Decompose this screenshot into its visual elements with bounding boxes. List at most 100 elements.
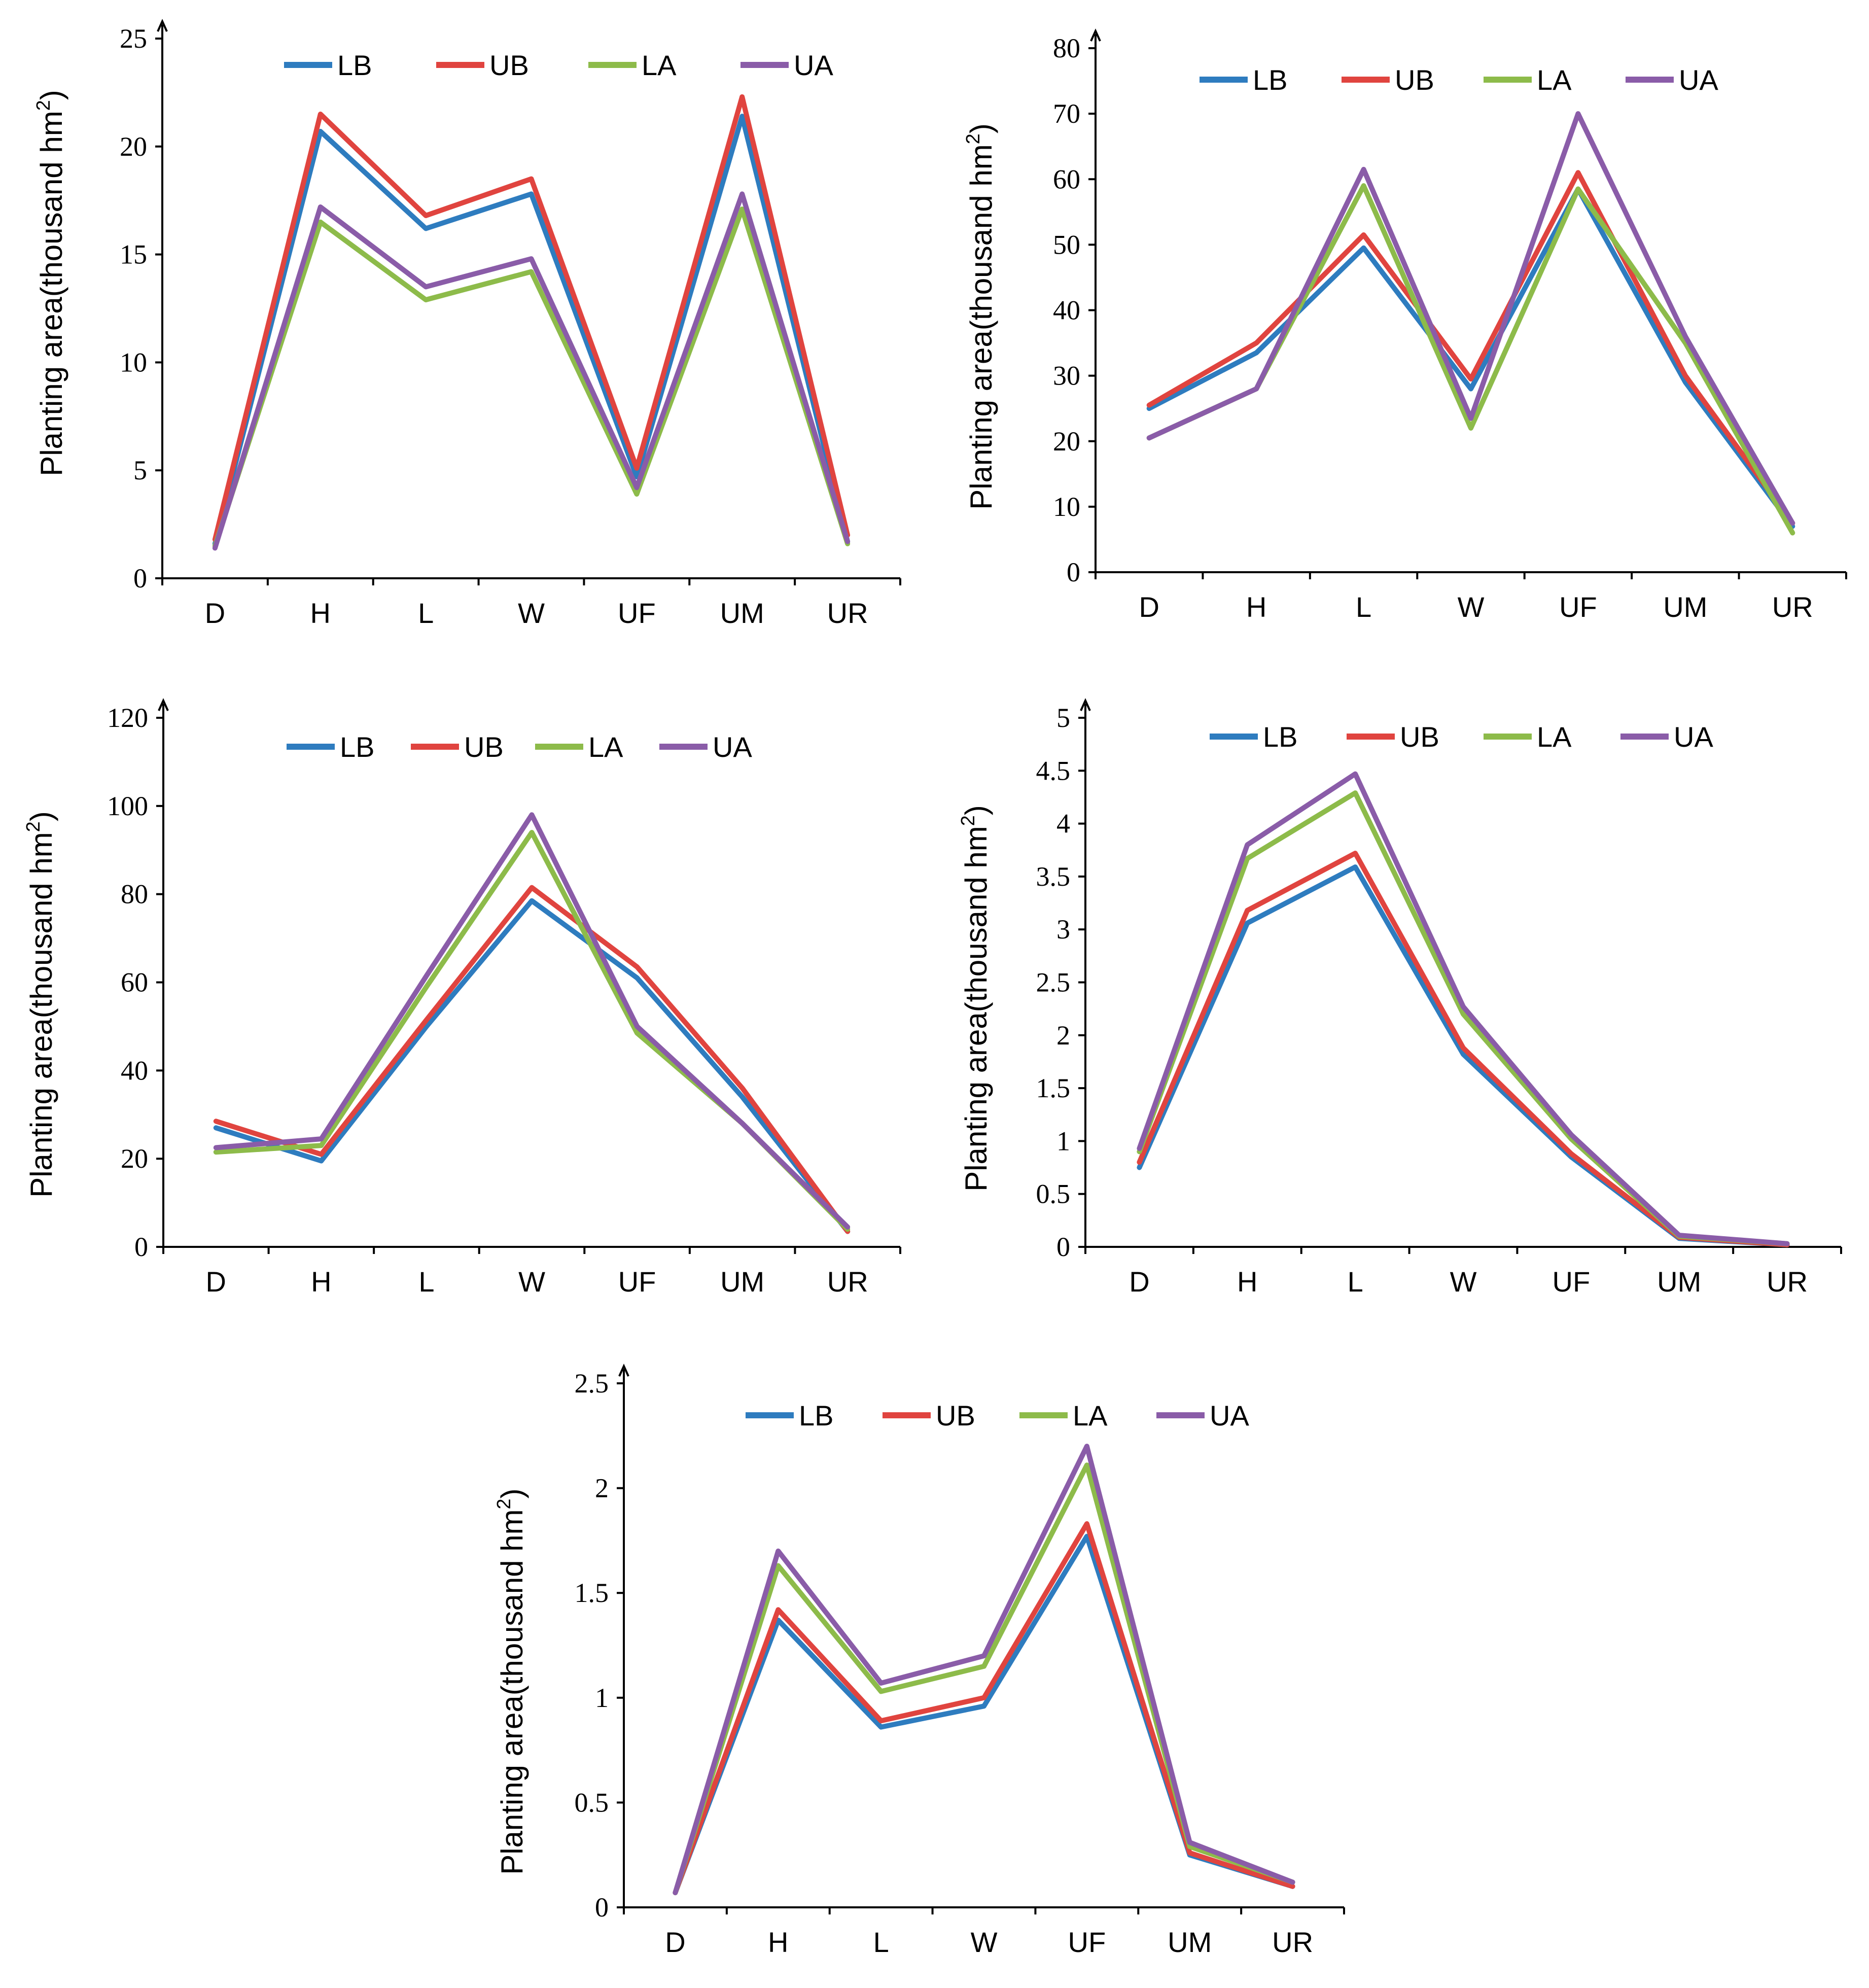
legend-label-ub: UB <box>936 1400 975 1432</box>
legend-label-ub: UB <box>464 731 504 763</box>
legend-label-lb: LB <box>1253 64 1288 96</box>
legend-label-lb: LB <box>799 1400 834 1432</box>
x-tick-label: H <box>1246 591 1266 623</box>
y-tick-label: 20 <box>1053 426 1080 457</box>
y-tick-label: 5 <box>133 455 147 485</box>
x-tick-label: W <box>518 597 545 629</box>
series-line-ua <box>1146 111 1795 526</box>
x-tick-label: H <box>310 597 331 629</box>
x-tick-label: UF <box>1068 1926 1106 1958</box>
x-tick-label: H <box>768 1926 788 1958</box>
y-tick-label: 1 <box>1056 1126 1070 1156</box>
series-line-ub <box>212 94 851 542</box>
y-tick-label: 1.5 <box>1036 1073 1071 1103</box>
series-line-ub <box>673 1521 1295 1896</box>
x-tick-label: L <box>1348 1266 1363 1298</box>
x-tick-label: UM <box>1663 591 1707 623</box>
y-tick-label: 5 <box>1056 703 1070 733</box>
x-tick-label: W <box>1450 1266 1477 1298</box>
y-axis-arrow <box>158 698 169 711</box>
y-tick-label: 70 <box>1053 98 1080 129</box>
legend-label-la: LA <box>1537 721 1572 753</box>
series-line-lb <box>1146 186 1795 529</box>
legend-label-la: LA <box>1073 1400 1108 1432</box>
legend-label-ua: UA <box>1210 1400 1249 1432</box>
y-tick-label: 0 <box>134 1232 148 1262</box>
y-tick-label: 100 <box>107 791 148 821</box>
x-tick-label: UR <box>827 597 868 629</box>
series-line-la <box>212 206 851 549</box>
chart-panel-3: Planting area(thousand hm2) 0 20 40 60 80 100… <box>23 698 901 1298</box>
x-tick-label: UM <box>720 597 764 629</box>
y-tick-label: 1 <box>595 1683 609 1713</box>
y-axis-label: Planting area(thousand hm2) <box>33 90 68 476</box>
x-tick-label: L <box>418 597 434 629</box>
legend-label-lb: LB <box>1263 721 1298 753</box>
x-tick-label: UR <box>1272 1926 1313 1958</box>
legend-label-la: LA <box>588 731 623 763</box>
y-axis-label: Planting area(thousand hm2) <box>958 805 993 1192</box>
x-tick-label: UM <box>1168 1926 1212 1958</box>
chart-panel-5: Planting area(thousand hm2) 0 0.5 1 1.5 2 2.5… <box>493 1364 1345 1958</box>
legend-label-ua: UA <box>794 49 833 81</box>
y-axis-label: Planting area(thousand hm2) <box>493 1488 529 1875</box>
y-tick-label: 2 <box>595 1473 609 1504</box>
x-tick-label: D <box>205 597 225 629</box>
y-tick-label: 30 <box>1053 361 1080 391</box>
y-tick-label: 20 <box>121 1143 148 1174</box>
legend-label-ua: UA <box>1674 721 1713 753</box>
y-tick-label: 0 <box>595 1892 609 1923</box>
legend-label-ub: UB <box>1400 721 1439 753</box>
y-tick-label: 0.5 <box>575 1787 609 1818</box>
x-tick-label: H <box>1237 1266 1257 1298</box>
x-tick-label: D <box>1139 591 1159 623</box>
chart-panel-4: Planting area(thousand hm2) 0 0.5 1 1.5 2 2.5… <box>958 698 1842 1298</box>
y-tick-label: 10 <box>1053 492 1080 522</box>
y-tick-label: 25 <box>120 23 147 54</box>
y-axis-arrow <box>1080 698 1091 711</box>
y-tick-label: 40 <box>121 1055 148 1086</box>
x-tick-label: UR <box>1772 591 1813 623</box>
y-tick-label: 4.5 <box>1036 755 1071 786</box>
series-line-la <box>673 1462 1295 1896</box>
x-tick-label: W <box>1458 591 1485 623</box>
y-axis-arrow <box>1090 28 1101 42</box>
y-tick-label: 2 <box>1056 1020 1070 1051</box>
y-tick-label: 20 <box>120 131 147 162</box>
y-tick-label: 2.5 <box>575 1368 609 1399</box>
legend-label-ua: UA <box>713 731 752 763</box>
series-line-lb <box>213 898 851 1234</box>
y-tick-label: 4 <box>1056 809 1070 839</box>
x-tick-label: UM <box>720 1266 764 1298</box>
series-line-ua <box>212 191 851 551</box>
x-tick-label: UF <box>1559 591 1597 623</box>
y-tick-label: 40 <box>1053 295 1080 326</box>
x-tick-label: W <box>518 1266 545 1298</box>
y-tick-label: 15 <box>120 239 147 270</box>
x-tick-label: L <box>1356 591 1371 623</box>
y-tick-label: 1.5 <box>575 1578 609 1608</box>
y-tick-label: 3 <box>1056 914 1070 945</box>
series-line-ub <box>1146 170 1795 526</box>
chart-panel-2: Planting area(thousand hm2) 0 10 20 30 40 50 6… <box>963 28 1847 623</box>
x-tick-label: UR <box>827 1266 868 1298</box>
x-tick-label: D <box>665 1926 685 1958</box>
y-tick-label: 0 <box>1067 557 1080 587</box>
legend-label-ub: UB <box>489 49 529 81</box>
chart-panel-1: Planting area(thousand hm2) 0 5 10 15 20 25 D H… <box>33 19 901 629</box>
y-tick-label: 80 <box>1053 33 1080 63</box>
y-tick-label: 0.5 <box>1036 1179 1071 1209</box>
y-axis-arrow <box>157 19 168 32</box>
legend-label-la: LA <box>642 49 677 81</box>
series-line-ub <box>213 885 851 1234</box>
x-tick-label: H <box>311 1266 331 1298</box>
x-tick-label: UM <box>1657 1266 1701 1298</box>
x-tick-label: UF <box>618 1266 656 1298</box>
x-tick-label: W <box>971 1926 998 1958</box>
y-axis-label: Planting area(thousand hm2) <box>963 123 998 510</box>
legend-label-ua: UA <box>1679 64 1718 96</box>
y-tick-label: 2.5 <box>1036 967 1071 998</box>
series-line-ua <box>1137 771 1790 1246</box>
y-tick-label: 10 <box>120 347 147 377</box>
